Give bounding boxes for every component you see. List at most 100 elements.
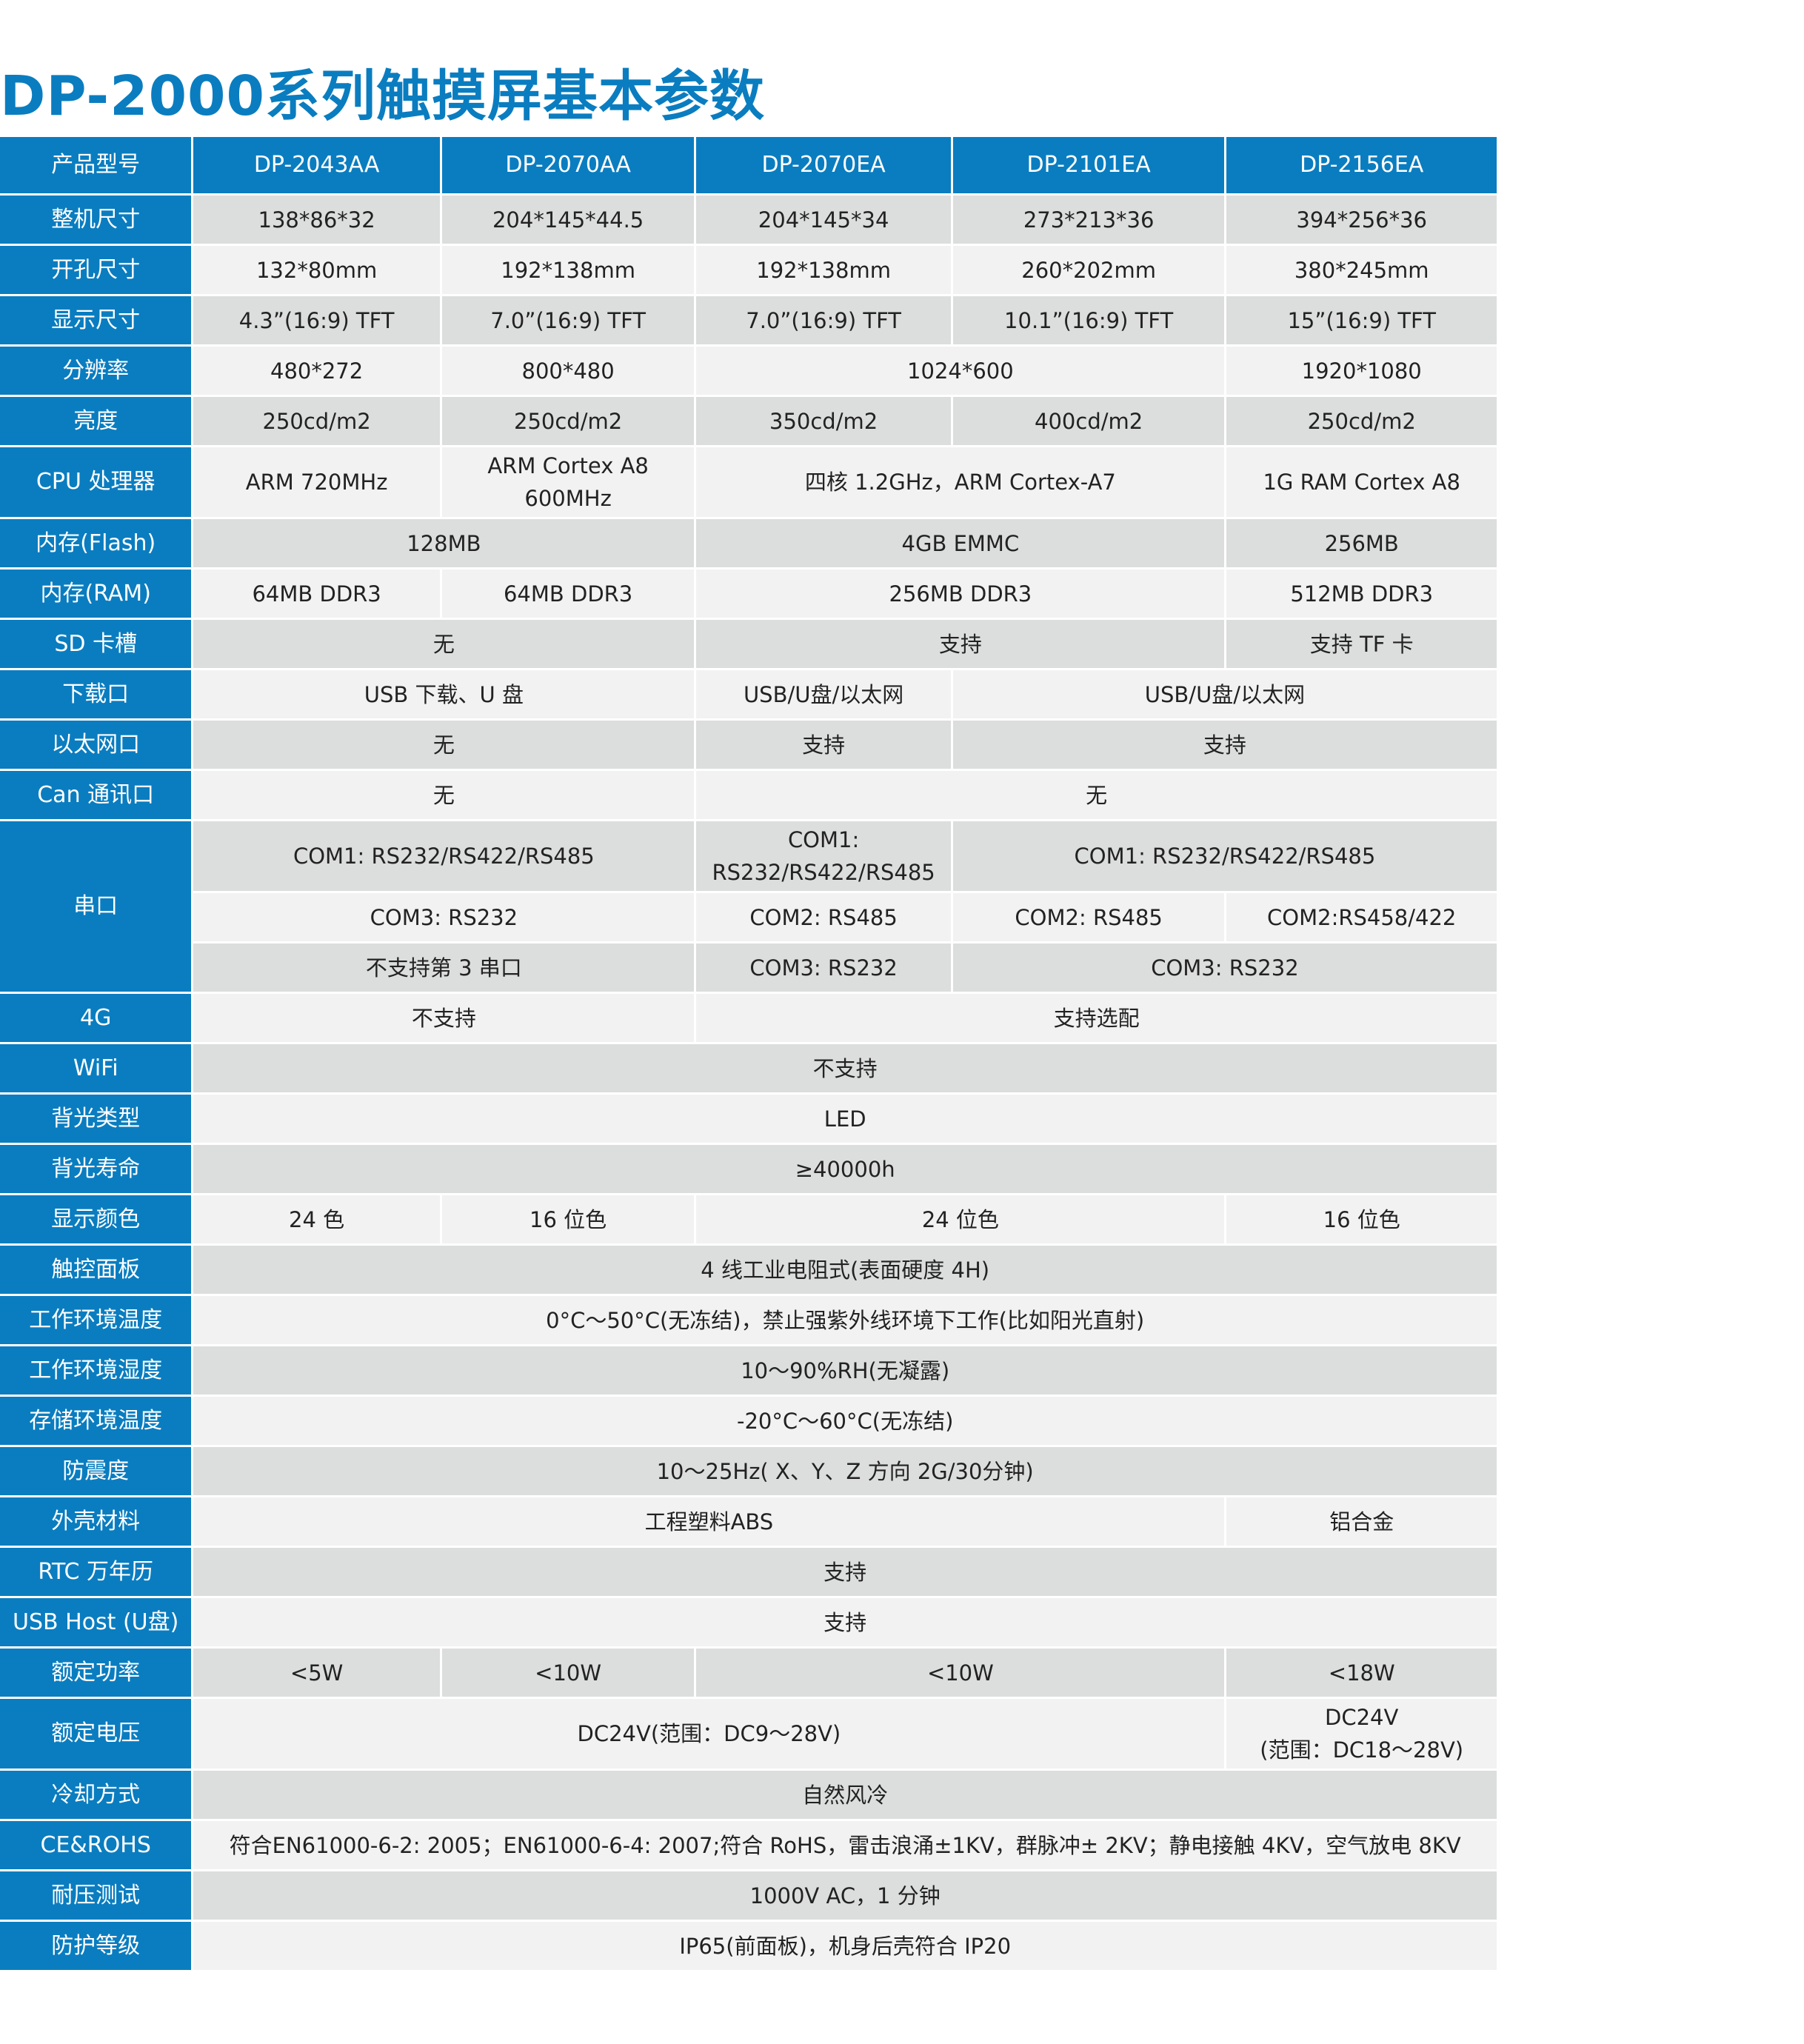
table-row: 串口 COM1: RS232/RS422/RS485 COM1: RS232/RS4…: [0, 821, 1497, 992]
table-cell: 符合EN61000-6-2: 2005；EN61000-6-4: 2007;符合…: [193, 1821, 1497, 1869]
table-cell: 24 位色: [696, 1195, 1225, 1243]
table-row: CE&ROHS 符合EN61000-6-2: 2005；EN61000-6-4: …: [0, 1821, 1497, 1869]
table-cell: 192*138mm: [696, 246, 951, 294]
page-title: DP-2000系列触摸屏基本参数: [0, 64, 766, 128]
table-row: USB Host (U盘) 支持: [0, 1598, 1497, 1646]
table-cell: 自然风冷: [193, 1771, 1497, 1819]
table-row: COM3: RS232 COM2: RS485 COM2: RS485 COM2:RS…: [0, 893, 1497, 941]
table-row: 工作环境湿度 10～90%RH(无凝露): [0, 1346, 1497, 1395]
header-row: 产品型号 DP-2043AA DP-2070AA DP-2070EA DP-21…: [0, 137, 1497, 193]
row-label: 内存(RAM): [0, 570, 192, 618]
table-cell: 380*245mm: [1226, 246, 1497, 294]
table-cell: <10W: [696, 1649, 1225, 1697]
table-row: 下载口 USB 下载、U 盘 USB/U盘/以太网 USB/U盘/以太网: [0, 670, 1497, 718]
table-cell: 四核 1.2GHz，ARM Cortex-A7: [696, 447, 1225, 517]
table-cell: 7.0”(16:9) TFT: [441, 296, 695, 344]
table-cell: 64MB DDR3: [441, 570, 695, 618]
row-label: 4G: [0, 994, 192, 1042]
table-cell: COM1: RS232/RS422/RS485: [696, 821, 951, 891]
table-cell: 10～90%RH(无凝露): [193, 1346, 1497, 1395]
table-cell: 250cd/m2: [1226, 397, 1497, 445]
table-cell: COM3: RS232: [952, 943, 1497, 992]
table-cell: 不支持: [193, 994, 695, 1042]
table-row: 防护等级 IP65(前面板)，机身后壳符合 IP20: [0, 1922, 1497, 1970]
row-label: 存储环境温度: [0, 1397, 192, 1445]
table-row: 背光类型 LED: [0, 1095, 1497, 1143]
table-row: 额定功率 <5W <10W <10W <18W: [0, 1649, 1497, 1697]
table-cell: -20°C～60°C(无冻结): [193, 1397, 1497, 1445]
table-row: 亮度 250cd/m2 250cd/m2 350cd/m2 400cd/m2 250cd/…: [0, 397, 1497, 445]
table-cell: 不支持: [193, 1044, 1497, 1092]
table-cell: 16 位色: [1226, 1195, 1497, 1243]
row-label: 以太网口: [0, 721, 192, 769]
table-row: 防震度 10～25Hz( X、Y、Z 方向 2G/30分钟): [0, 1447, 1497, 1495]
table-cell: COM1: RS232/RS422/RS485: [193, 821, 695, 891]
table-cell: <18W: [1226, 1649, 1497, 1697]
table-cell: ≥40000h: [193, 1145, 1497, 1193]
table-cell: ARM Cortex A8 600MHz: [441, 447, 695, 517]
spec-table: 产品型号 DP-2043AA DP-2070AA DP-2070EA DP-21…: [0, 135, 1499, 1972]
table-cell: 138*86*32: [193, 196, 440, 244]
table-cell: USB 下载、U 盘: [193, 670, 695, 718]
row-label: 工作环境温度: [0, 1296, 192, 1344]
table-cell: 工程塑料ABS: [193, 1497, 1225, 1546]
table-row: 整机尺寸 138*86*32 204*145*44.5 204*145*34 273*2…: [0, 196, 1497, 244]
table-cell: 273*213*36: [952, 196, 1225, 244]
table-row: 存储环境温度 -20°C～60°C(无冻结): [0, 1397, 1497, 1445]
table-cell: 支持选配: [696, 994, 1497, 1042]
table-cell: USB/U盘/以太网: [696, 670, 951, 718]
table-cell: 支持: [696, 721, 951, 769]
table-cell: 4GB EMMC: [696, 519, 1225, 567]
table-cell: 15”(16:9) TFT: [1226, 296, 1497, 344]
table-cell: 350cd/m2: [696, 397, 951, 445]
table-row: 耐压测试 1000V AC，1 分钟: [0, 1871, 1497, 1920]
table-row: 内存(RAM) 64MB DDR3 64MB DDR3 256MB DDR3 512MB…: [0, 570, 1497, 618]
table-cell: DC24V (范围：DC18～28V): [1226, 1699, 1497, 1769]
table-cell: 400cd/m2: [952, 397, 1225, 445]
row-label: 工作环境湿度: [0, 1346, 192, 1395]
row-label: 防震度: [0, 1447, 192, 1495]
row-label: 整机尺寸: [0, 196, 192, 244]
table-cell: 250cd/m2: [193, 397, 440, 445]
row-label: 耐压测试: [0, 1871, 192, 1920]
row-label: WiFi: [0, 1044, 192, 1092]
table-cell: 256MB DDR3: [696, 570, 1225, 618]
table-row: 外壳材料 工程塑料ABS 铝合金: [0, 1497, 1497, 1546]
row-label: 触控面板: [0, 1246, 192, 1294]
table-cell: 铝合金: [1226, 1497, 1497, 1546]
table-cell: 0°C～50°C(无冻结)，禁止强紫外线环境下工作(比如阳光直射): [193, 1296, 1497, 1344]
model-header: DP-2156EA: [1226, 137, 1497, 193]
table-cell: 无: [193, 721, 695, 769]
table-cell: DC24V(范围：DC9～28V): [193, 1699, 1225, 1769]
table-cell: COM2: RS485: [952, 893, 1225, 941]
table-row: 内存(Flash) 128MB 4GB EMMC 256MB: [0, 519, 1497, 567]
row-label: CPU 处理器: [0, 447, 192, 517]
row-label: 显示颜色: [0, 1195, 192, 1243]
table-row: 显示颜色 24 色 16 位色 24 位色 16 位色: [0, 1195, 1497, 1243]
table-cell: 24 色: [193, 1195, 440, 1243]
model-header: DP-2101EA: [952, 137, 1225, 193]
table-cell: 无: [193, 771, 695, 819]
table-cell: COM2:RS458/422: [1226, 893, 1497, 941]
table-cell: 无: [193, 620, 695, 668]
table-cell: 204*145*44.5: [441, 196, 695, 244]
table-cell: 512MB DDR3: [1226, 570, 1497, 618]
row-label: 内存(Flash): [0, 519, 192, 567]
table-cell: 7.0”(16:9) TFT: [696, 296, 951, 344]
table-cell: 支持 TF 卡: [1226, 620, 1497, 668]
table-row: 开孔尺寸 132*80mm 192*138mm 192*138mm 260*202mm 3…: [0, 246, 1497, 294]
table-row: 冷却方式 自然风冷: [0, 1771, 1497, 1819]
model-header: DP-2070EA: [696, 137, 951, 193]
table-row: 显示尺寸 4.3”(16:9) TFT 7.0”(16:9) TFT 7.0”(16:…: [0, 296, 1497, 344]
model-header: DP-2070AA: [441, 137, 695, 193]
table-row: CPU 处理器 ARM 720MHz ARM Cortex A8 600MHz 四核 …: [0, 447, 1497, 517]
table-cell: 1024*600: [696, 347, 1225, 395]
table-cell: COM3: RS232: [193, 893, 695, 941]
table-cell: 204*145*34: [696, 196, 951, 244]
table-row: 4G 不支持 支持选配: [0, 994, 1497, 1042]
row-label: USB Host (U盘): [0, 1598, 192, 1646]
table-cell: <10W: [441, 1649, 695, 1697]
table-cell: COM3: RS232: [696, 943, 951, 992]
row-label: 额定电压: [0, 1699, 192, 1769]
row-label: RTC 万年历: [0, 1548, 192, 1596]
